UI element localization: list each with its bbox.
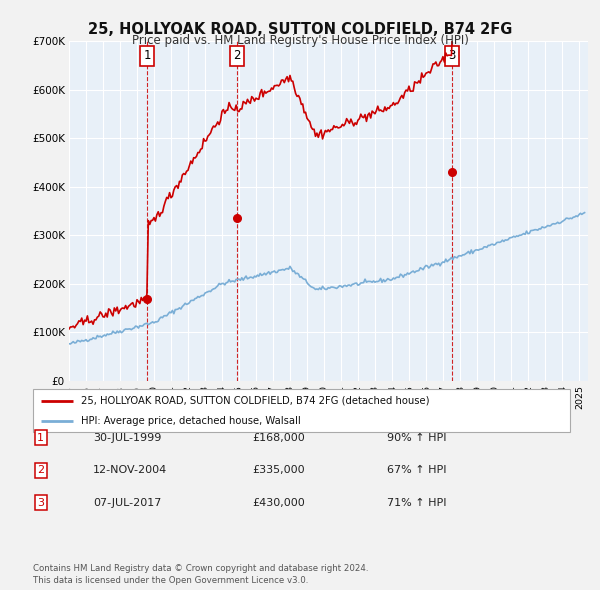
Text: 1: 1 <box>37 433 44 442</box>
Text: £168,000: £168,000 <box>252 433 305 442</box>
Text: Price paid vs. HM Land Registry's House Price Index (HPI): Price paid vs. HM Land Registry's House … <box>131 34 469 47</box>
Text: 3: 3 <box>37 498 44 507</box>
Text: 2: 2 <box>37 466 44 475</box>
Text: £430,000: £430,000 <box>252 498 305 507</box>
Text: 2: 2 <box>233 50 241 63</box>
Text: 07-JUL-2017: 07-JUL-2017 <box>93 498 161 507</box>
Text: Contains HM Land Registry data © Crown copyright and database right 2024.
This d: Contains HM Land Registry data © Crown c… <box>33 565 368 585</box>
Text: 71% ↑ HPI: 71% ↑ HPI <box>387 498 446 507</box>
Text: 3: 3 <box>449 50 456 63</box>
Text: £335,000: £335,000 <box>252 466 305 475</box>
Text: HPI: Average price, detached house, Walsall: HPI: Average price, detached house, Wals… <box>82 417 301 426</box>
Text: 25, HOLLYOAK ROAD, SUTTON COLDFIELD, B74 2FG: 25, HOLLYOAK ROAD, SUTTON COLDFIELD, B74… <box>88 22 512 37</box>
Text: 90% ↑ HPI: 90% ↑ HPI <box>387 433 446 442</box>
FancyBboxPatch shape <box>33 389 570 432</box>
Text: 25, HOLLYOAK ROAD, SUTTON COLDFIELD, B74 2FG (detached house): 25, HOLLYOAK ROAD, SUTTON COLDFIELD, B74… <box>82 396 430 406</box>
Text: 67% ↑ HPI: 67% ↑ HPI <box>387 466 446 475</box>
Text: 12-NOV-2004: 12-NOV-2004 <box>93 466 167 475</box>
Text: 1: 1 <box>143 50 151 63</box>
Text: 30-JUL-1999: 30-JUL-1999 <box>93 433 161 442</box>
